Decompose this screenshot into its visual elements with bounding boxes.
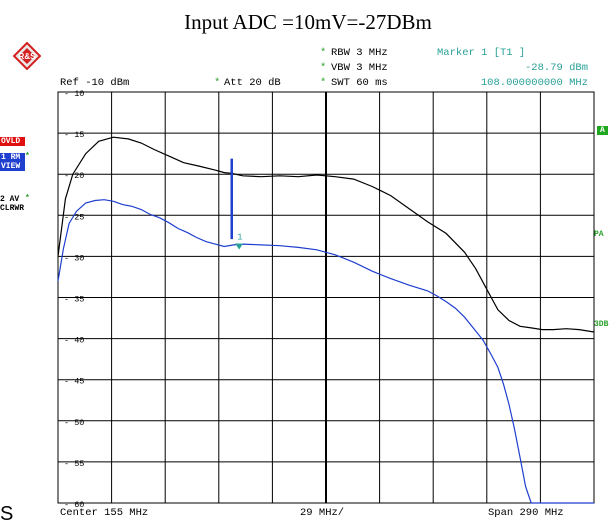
ref-level: Ref -10 dBm — [60, 77, 130, 89]
y-tick-label: - 20 — [64, 171, 84, 181]
frequency-span: Span 290 MHz — [488, 507, 564, 519]
rbw-setting: RBW 3 MHz — [331, 47, 388, 59]
marker-1-symbol — [235, 243, 244, 250]
marker-1-label: 1 — [237, 232, 242, 242]
chart-title: Input ADC =10mV=-27DBm — [184, 10, 432, 34]
trace2-star: * — [25, 194, 30, 203]
rohde-schwarz-logo: R&S — [12, 41, 42, 71]
y-tick-label: - 55 — [64, 459, 84, 469]
y-tick-label: - 45 — [64, 377, 84, 387]
swt-setting: SWT 60 ms — [331, 77, 388, 89]
y-tick-label: - 50 — [64, 418, 84, 428]
trace1-mode: 1 RM — [1, 153, 21, 162]
overload-badge: OVLD — [0, 137, 25, 146]
vbw-setting: VBW 3 MHz — [331, 62, 388, 74]
swt-star: * — [320, 77, 327, 89]
y-tick-label: - 40 — [64, 336, 84, 346]
marker-level: -28.79 dBm — [524, 62, 588, 74]
trace-1-rm — [57, 136, 595, 333]
trace1-mode-badge: 1 RM VIEW — [0, 153, 25, 171]
y-tick-label: - 15 — [64, 130, 84, 140]
trace2-mode: 2 AV — [0, 195, 20, 204]
trace-2-av — [57, 199, 594, 504]
att-setting: Att 20 dB — [224, 77, 281, 89]
preamp-label: PA — [594, 230, 604, 239]
trace2-clear-write: CLRWR — [0, 204, 25, 213]
marker-frequency: 108.000000000 MHz — [480, 77, 588, 89]
y-tick-label: - 25 — [64, 212, 84, 222]
svg-text:R&S: R&S — [19, 52, 37, 61]
vbw-star: * — [320, 62, 327, 74]
center-frequency: Center 155 MHz — [60, 507, 149, 519]
corner-letter: S — [0, 503, 14, 525]
y-tick-label: - 60 — [64, 500, 84, 510]
y-tick-label: - 35 — [64, 295, 84, 305]
rbw-star: * — [320, 47, 327, 59]
att-star: * — [214, 77, 221, 89]
y-tick-label: - 10 — [64, 89, 84, 99]
trace1-star: * — [25, 152, 30, 161]
trace2-mode-badge: 2 AV CLRWR — [0, 195, 24, 213]
frequency-per-division: 29 MHz/ — [300, 507, 345, 519]
trace1-view: VIEW — [1, 162, 21, 171]
trace-a-badge: A — [597, 126, 608, 135]
marker-title: Marker 1 [T1 ] — [437, 47, 526, 59]
3db-label: 3DB — [594, 320, 609, 329]
y-tick-label: - 30 — [64, 253, 84, 263]
